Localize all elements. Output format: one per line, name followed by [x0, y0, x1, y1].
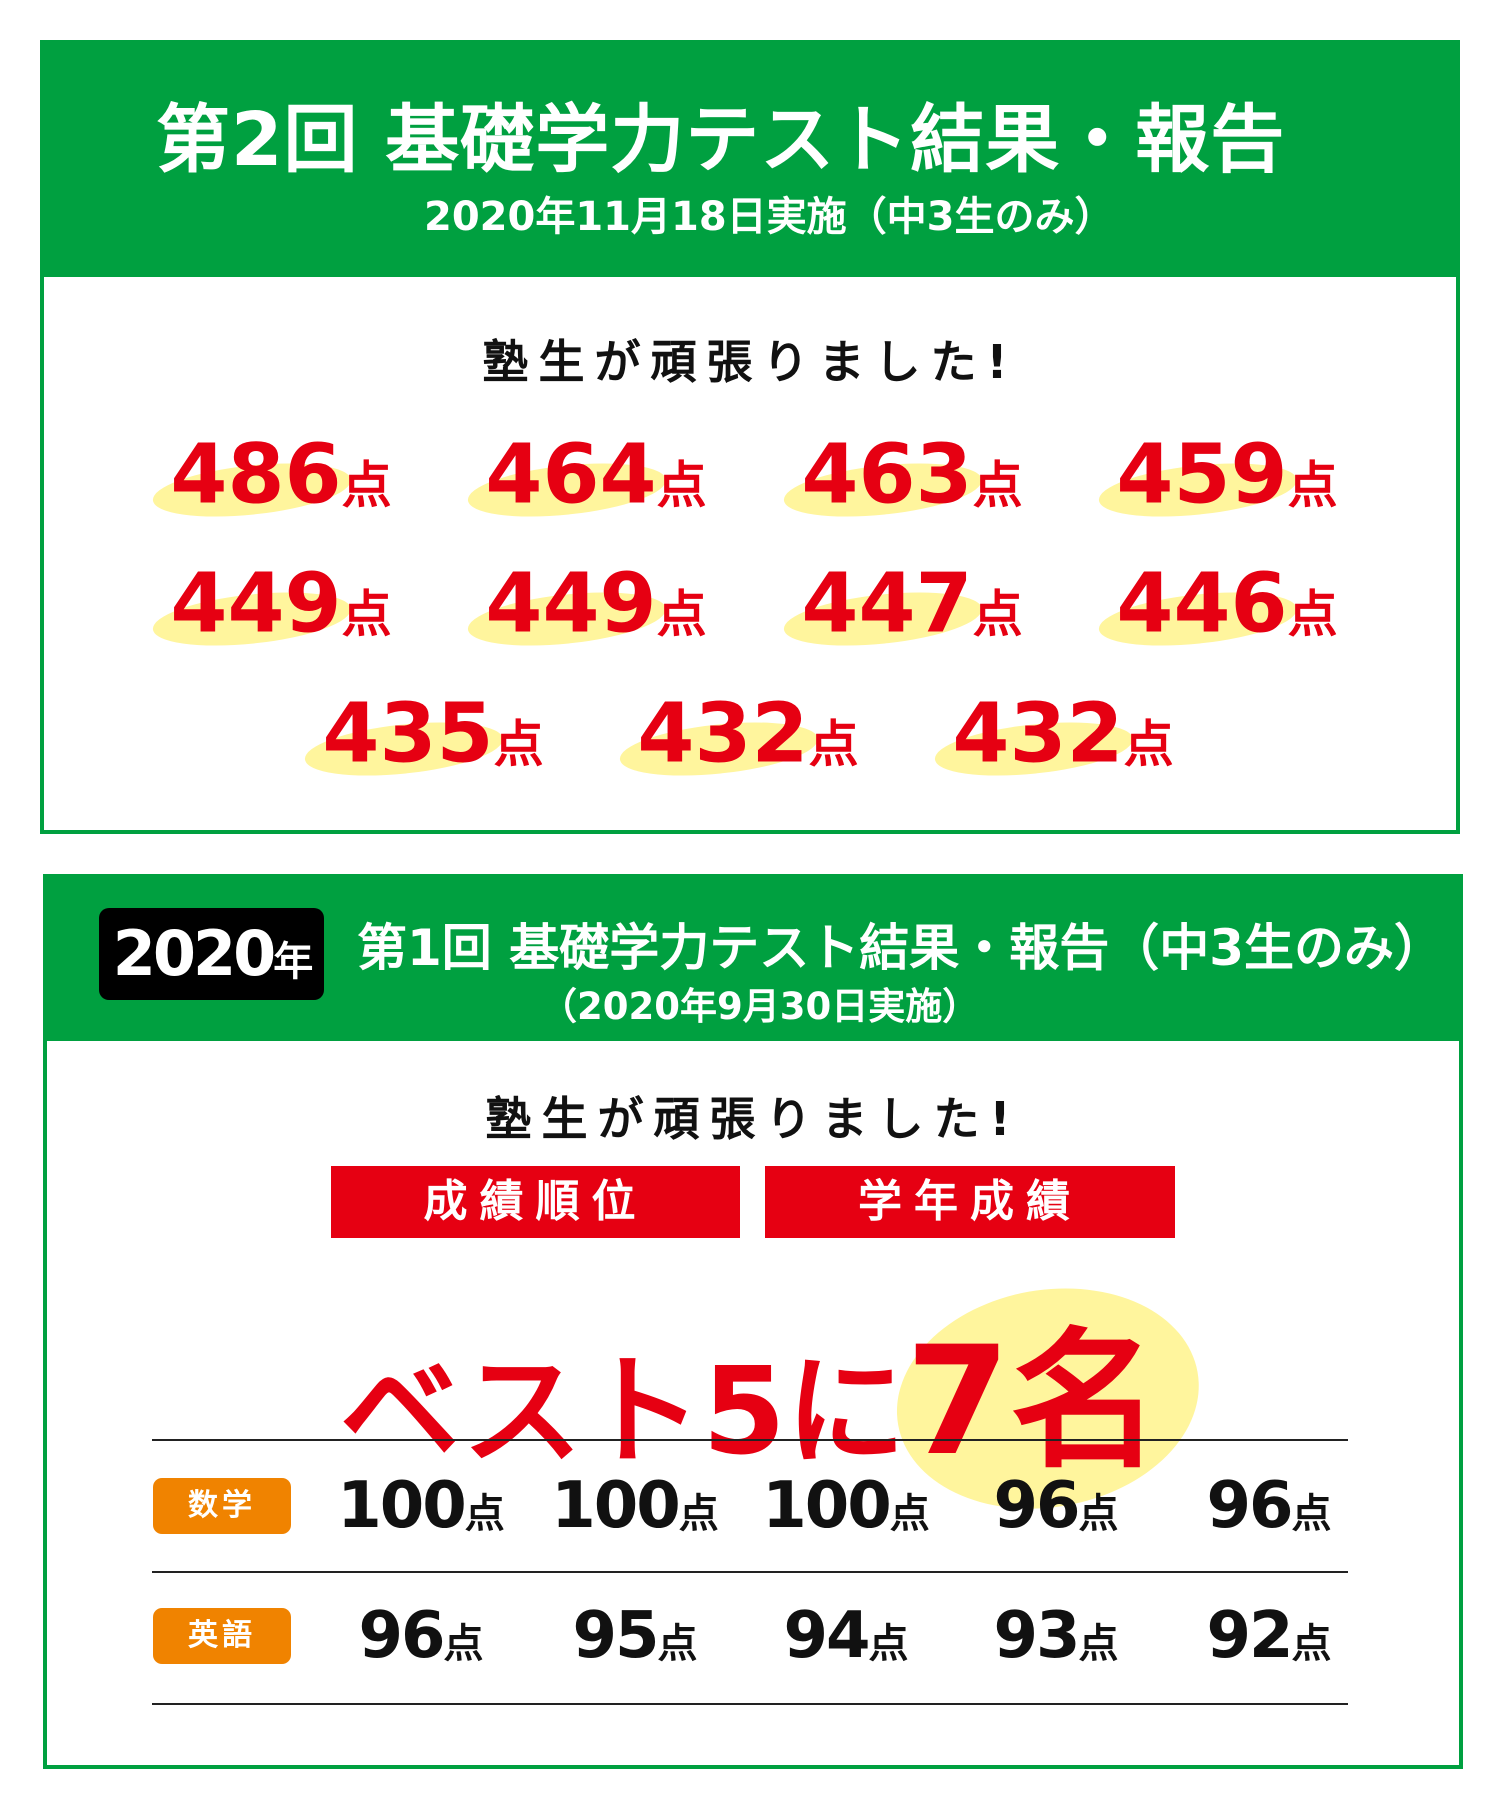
- score-unit: 点: [657, 1621, 698, 1667]
- report-2-date: 2020年11月18日実施（中3生のみ）: [424, 194, 1115, 240]
- score-unit: 点: [808, 715, 859, 774]
- score-unit: 点: [493, 715, 544, 774]
- score-value: 94: [783, 1599, 870, 1673]
- score-value: 449: [485, 556, 657, 652]
- score-item: 486点: [150, 427, 392, 526]
- subject-score: 100点: [551, 1469, 719, 1543]
- score-value: 447: [801, 556, 973, 652]
- score-unit: 点: [1078, 1491, 1119, 1537]
- score-unit: 点: [1123, 715, 1174, 774]
- tag-grade: 学年成績: [765, 1166, 1175, 1238]
- report-1-cheer: 塾生が頑張りました!: [485, 1092, 1021, 1146]
- score-item: 449点: [465, 556, 707, 655]
- score-value: 96: [1206, 1469, 1293, 1543]
- score-item: 463点: [781, 427, 1023, 526]
- score-value: 100: [551, 1469, 681, 1543]
- score-unit: 点: [656, 456, 707, 515]
- subject-label-english: 英語: [153, 1608, 291, 1664]
- headline-count: 7名: [905, 1315, 1161, 1489]
- score-value: 432: [952, 686, 1124, 782]
- score-unit: 点: [341, 456, 392, 515]
- score-value: 100: [337, 1469, 467, 1543]
- score-value: 449: [170, 556, 342, 652]
- score-value: 92: [1206, 1599, 1293, 1673]
- report-1-title: 第1回 基礎学力テスト結果・報告（中3生のみ）: [357, 919, 1444, 977]
- subject-score: 92点: [1206, 1599, 1331, 1673]
- score-item: 432点: [617, 686, 859, 785]
- score-value: 96: [993, 1469, 1080, 1543]
- tag-rank: 成績順位: [331, 1166, 740, 1238]
- score-value: 463: [801, 427, 973, 523]
- subject-score: 94点: [783, 1599, 908, 1673]
- subject-score: 100点: [762, 1469, 930, 1543]
- report-1-header: 2020年 第1回 基礎学力テスト結果・報告（中3生のみ） （2020年9月30…: [47, 878, 1459, 1041]
- score-value: 432: [637, 686, 809, 782]
- report-2-cheer: 塾生が頑張りました!: [482, 335, 1018, 389]
- subject-score: 100点: [337, 1469, 505, 1543]
- score-value: 96: [358, 1599, 445, 1673]
- report-2-panel: 第2回 基礎学力テスト結果・報告 2020年11月18日実施（中3生のみ） 塾生…: [40, 40, 1460, 834]
- score-item: 449点: [150, 556, 392, 655]
- score-unit: 点: [341, 585, 392, 644]
- score-value: 95: [572, 1599, 659, 1673]
- subject-score: 96点: [358, 1599, 483, 1673]
- report-2-header: 第2回 基礎学力テスト結果・報告 2020年11月18日実施（中3生のみ）: [44, 44, 1456, 277]
- report-1-date: （2020年9月30日実施）: [540, 985, 980, 1028]
- score-item: 459点: [1096, 427, 1338, 526]
- score-value: 446: [1116, 556, 1288, 652]
- score-value: 100: [762, 1469, 892, 1543]
- subject-score: 93点: [993, 1599, 1118, 1673]
- score-unit: 点: [889, 1491, 930, 1537]
- subject-score: 95点: [572, 1599, 697, 1673]
- score-item: 435点: [302, 686, 544, 785]
- score-item: 447点: [781, 556, 1023, 655]
- divider: [152, 1703, 1348, 1705]
- score-unit: 点: [1287, 585, 1338, 644]
- score-value: 435: [322, 686, 494, 782]
- score-item: 432点: [932, 686, 1174, 785]
- score-unit: 点: [1078, 1621, 1119, 1667]
- score-unit: 点: [1291, 1621, 1332, 1667]
- score-unit: 点: [678, 1491, 719, 1537]
- score-unit: 点: [443, 1621, 484, 1667]
- score-value: 464: [485, 427, 657, 523]
- subject-score: 96点: [993, 1469, 1118, 1543]
- score-unit: 点: [656, 585, 707, 644]
- headline: ベスト5に 7名: [339, 1265, 1217, 1532]
- headline-prefix: ベスト5に: [339, 1343, 906, 1482]
- score-item: 446点: [1096, 556, 1338, 655]
- divider: [152, 1571, 1348, 1573]
- divider: [152, 1439, 1348, 1441]
- score-unit: 点: [868, 1621, 909, 1667]
- score-value: 459: [1116, 427, 1288, 523]
- subject-score: 96点: [1206, 1469, 1331, 1543]
- score-unit: 点: [972, 456, 1023, 515]
- score-value: 93: [993, 1599, 1080, 1673]
- report-2-title: 第2回 基礎学力テスト結果・報告: [156, 97, 1286, 183]
- score-item: 464点: [465, 427, 707, 526]
- score-unit: 点: [464, 1491, 505, 1537]
- score-unit: 点: [1287, 456, 1338, 515]
- score-value: 486: [170, 427, 342, 523]
- subject-label-math: 数学: [153, 1478, 291, 1534]
- score-unit: 点: [1291, 1491, 1332, 1537]
- year-badge: 2020年: [99, 908, 324, 1000]
- score-unit: 点: [972, 585, 1023, 644]
